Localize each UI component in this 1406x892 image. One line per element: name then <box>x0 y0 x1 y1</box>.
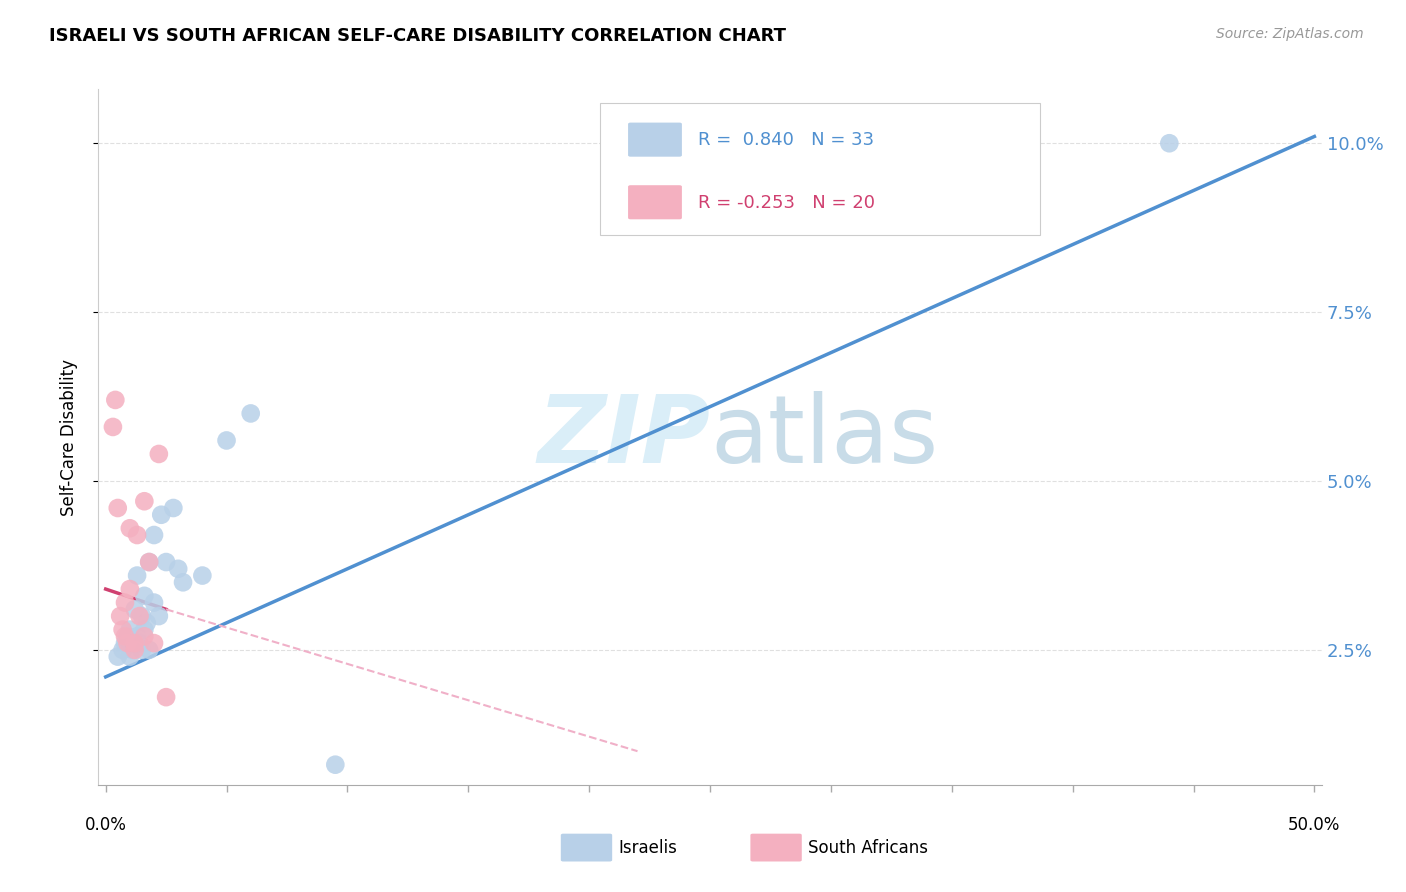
Point <box>134 494 156 508</box>
Text: 50.0%: 50.0% <box>1288 815 1340 833</box>
Text: atlas: atlas <box>710 391 938 483</box>
Point <box>143 528 166 542</box>
Text: R = -0.253   N = 20: R = -0.253 N = 20 <box>697 194 875 211</box>
FancyBboxPatch shape <box>561 834 612 862</box>
Point <box>138 555 160 569</box>
Point <box>167 562 190 576</box>
Point <box>138 555 160 569</box>
Point <box>107 649 129 664</box>
Text: Israelis: Israelis <box>619 838 678 856</box>
Point <box>128 636 150 650</box>
Point <box>118 582 141 596</box>
FancyBboxPatch shape <box>628 186 682 219</box>
Point <box>1014 190 1036 204</box>
Point <box>124 643 146 657</box>
Point <box>127 629 149 643</box>
FancyBboxPatch shape <box>628 122 682 157</box>
Point <box>239 406 262 420</box>
Point <box>114 596 136 610</box>
Point <box>124 636 146 650</box>
Point <box>138 643 160 657</box>
Point <box>101 420 124 434</box>
Point <box>148 447 170 461</box>
Point <box>215 434 238 448</box>
Point <box>191 568 214 582</box>
Point <box>134 629 156 643</box>
Point <box>143 636 166 650</box>
Point <box>127 528 149 542</box>
Point <box>124 602 146 616</box>
Text: South Africans: South Africans <box>808 838 928 856</box>
Point <box>155 690 177 705</box>
Point <box>131 609 153 624</box>
Point <box>155 555 177 569</box>
Point <box>127 568 149 582</box>
Point <box>114 629 136 643</box>
Point <box>108 609 131 624</box>
Text: ISRAELI VS SOUTH AFRICAN SELF-CARE DISABILITY CORRELATION CHART: ISRAELI VS SOUTH AFRICAN SELF-CARE DISAB… <box>49 27 786 45</box>
Point <box>143 596 166 610</box>
Text: R =  0.840   N = 33: R = 0.840 N = 33 <box>697 131 875 149</box>
Point <box>111 643 134 657</box>
Point <box>118 649 141 664</box>
Point <box>121 643 143 657</box>
Point <box>323 757 346 772</box>
Text: Source: ZipAtlas.com: Source: ZipAtlas.com <box>1216 27 1364 41</box>
Point <box>118 636 141 650</box>
Point <box>148 609 170 624</box>
Point <box>135 615 157 630</box>
Y-axis label: Self-Care Disability: Self-Care Disability <box>59 359 77 516</box>
FancyBboxPatch shape <box>600 103 1040 235</box>
Point <box>107 501 129 516</box>
Point <box>134 589 156 603</box>
Point <box>134 623 156 637</box>
Point <box>118 521 141 535</box>
Point <box>117 629 139 643</box>
Point <box>128 609 150 624</box>
Point <box>131 643 153 657</box>
Point <box>117 636 139 650</box>
Point <box>1159 136 1181 151</box>
Point <box>118 623 141 637</box>
Point <box>114 636 136 650</box>
Text: 0.0%: 0.0% <box>84 815 127 833</box>
FancyBboxPatch shape <box>751 834 801 862</box>
Point <box>162 501 184 516</box>
Point <box>111 623 134 637</box>
Point <box>150 508 173 522</box>
Point <box>172 575 194 590</box>
Text: ZIP: ZIP <box>537 391 710 483</box>
Point <box>104 392 127 407</box>
